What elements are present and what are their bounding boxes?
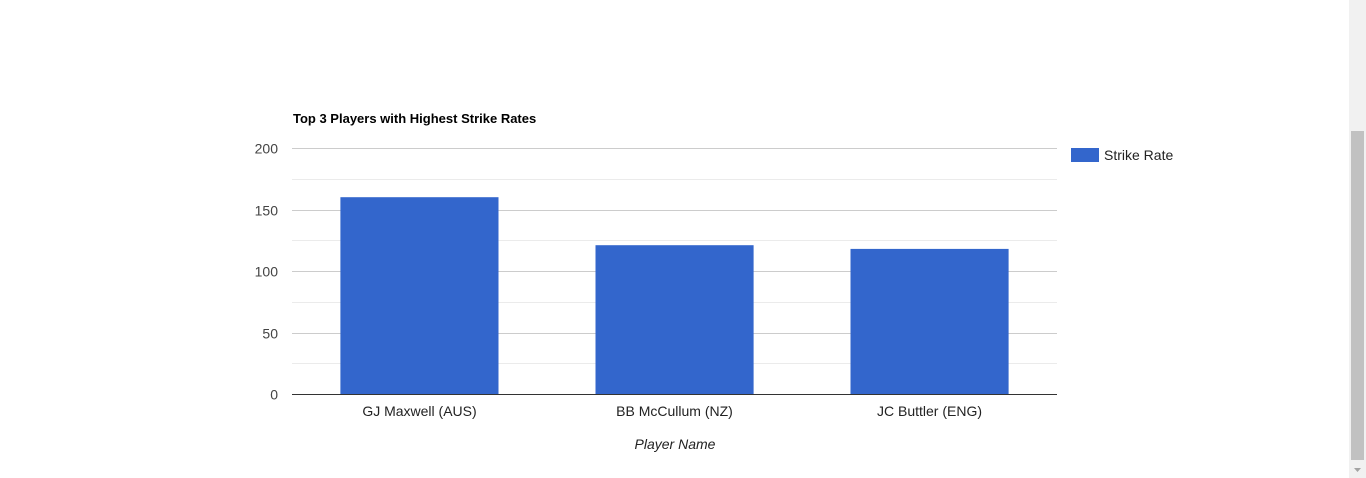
y-tick-label: 100 — [255, 264, 279, 280]
x-axis-title: Player Name — [635, 436, 716, 452]
chart-title: Top 3 Players with Highest Strike Rates — [293, 111, 536, 126]
bar[interactable] — [850, 248, 1009, 394]
legend-label: Strike Rate — [1104, 147, 1173, 163]
x-axis-tick-labels: GJ Maxwell (AUS) BB McCullum (NZ) JC Buttl… — [362, 403, 982, 419]
y-axis-tick-labels: 0 50 100 150 200 — [255, 141, 279, 403]
bars — [340, 197, 1009, 394]
chevron-down-icon[interactable] — [1349, 462, 1366, 478]
x-tick-label: JC Buttler (ENG) — [877, 403, 982, 419]
y-tick-label: 0 — [270, 387, 278, 403]
bar[interactable] — [595, 245, 754, 394]
x-tick-label: GJ Maxwell (AUS) — [362, 403, 476, 419]
y-tick-label: 50 — [262, 326, 278, 342]
legend-swatch — [1071, 148, 1099, 162]
x-tick-label: BB McCullum (NZ) — [616, 403, 733, 419]
y-tick-label: 200 — [255, 141, 279, 157]
vertical-scrollbar[interactable] — [1349, 0, 1366, 478]
legend[interactable]: Strike Rate — [1071, 147, 1173, 163]
y-tick-label: 150 — [255, 203, 279, 219]
scrollbar-thumb[interactable] — [1351, 131, 1364, 460]
bar[interactable] — [340, 197, 499, 394]
